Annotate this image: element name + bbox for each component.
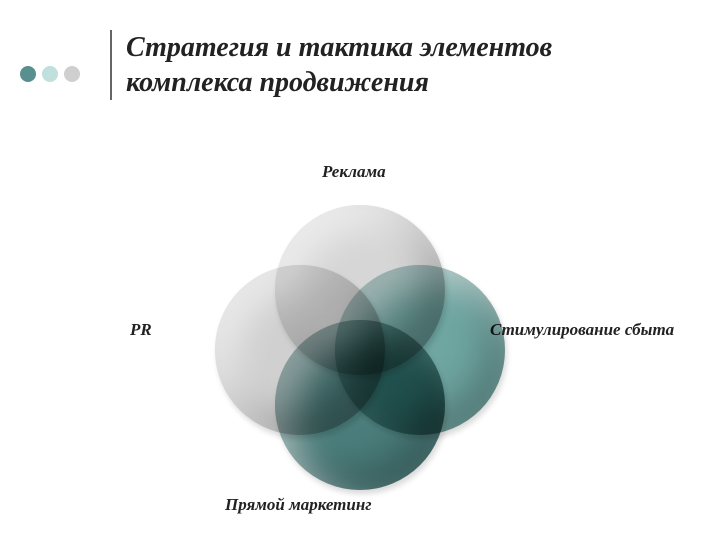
label-bottom: Прямой маркетинг — [225, 495, 372, 515]
venn-diagram: Реклама Стимулирование сбыта PR Прямой м… — [0, 140, 720, 520]
title-line-2: комплекса продвижения — [126, 65, 686, 100]
title-line-1: Стратегия и тактика элементов — [126, 30, 686, 65]
label-right: Стимулирование сбыта — [490, 320, 674, 340]
bullet-2 — [42, 66, 58, 82]
bullet-decoration — [20, 66, 80, 82]
bullet-3 — [64, 66, 80, 82]
circle-bottom — [275, 320, 445, 490]
label-top: Реклама — [322, 162, 386, 182]
label-left: PR — [130, 320, 152, 340]
page-title: Стратегия и тактика элементов комплекса … — [110, 30, 686, 100]
bullet-1 — [20, 66, 36, 82]
